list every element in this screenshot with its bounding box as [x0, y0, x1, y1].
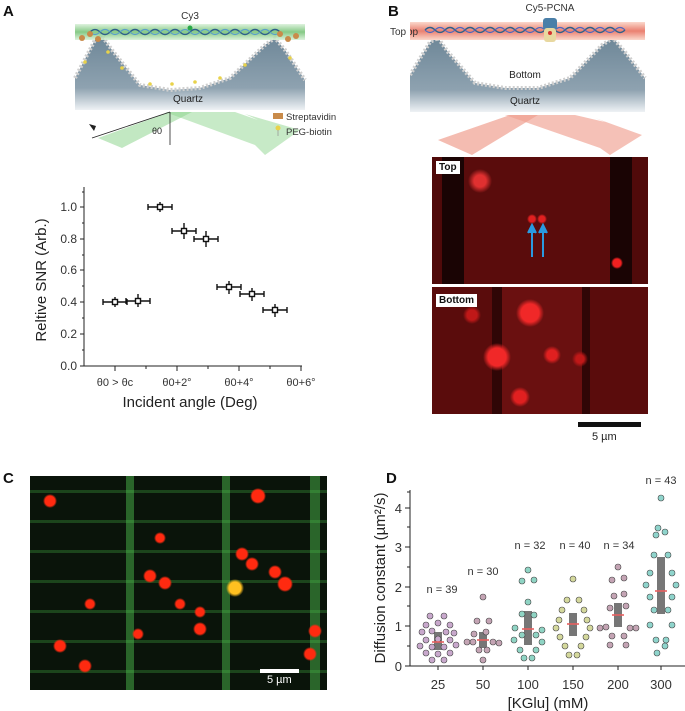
- theta-label: θ0: [152, 126, 162, 136]
- bottom-label: Bottom: [509, 70, 541, 81]
- svg-text:4: 4: [395, 501, 402, 516]
- reflected-beam: [165, 112, 300, 155]
- svg-text:1.0: 1.0: [60, 200, 77, 214]
- top-image-label: Top: [436, 161, 460, 174]
- dna-curtain-image: 5 µm: [30, 476, 327, 690]
- panel-label-d: D: [386, 470, 397, 487]
- svg-text:1: 1: [395, 619, 402, 634]
- top-image: Top: [432, 157, 648, 284]
- point-5: [193, 231, 219, 247]
- point-4: [171, 223, 197, 239]
- bottom-image: Bottom: [432, 287, 648, 414]
- svg-text:θ0+4°: θ0+4°: [224, 377, 253, 389]
- svg-text:0.6: 0.6: [60, 263, 77, 277]
- panel-label-c: C: [3, 470, 14, 487]
- svg-text:0: 0: [395, 659, 402, 674]
- swarm-25: [416, 612, 460, 664]
- point-2: [125, 294, 151, 307]
- point-8: [262, 304, 288, 317]
- svg-text:2: 2: [395, 580, 402, 595]
- cy5-pcna-label: Cy5-PCNA: [526, 3, 575, 14]
- svg-text:0.8: 0.8: [60, 232, 77, 246]
- panel-label-b: B: [388, 3, 399, 20]
- quartz-label-b: Quartz: [510, 96, 540, 107]
- swarm-100: [510, 566, 546, 662]
- scalebar-c: [260, 669, 299, 673]
- legend-streptavidin: Streptavidin: [273, 112, 336, 123]
- scalebar-c-label: 5 µm: [267, 674, 292, 686]
- point-7: [239, 288, 265, 301]
- svg-text:n = 34: n = 34: [604, 540, 635, 552]
- quartz-substrate-b: [410, 38, 645, 112]
- svg-text:0.0: 0.0: [60, 359, 77, 373]
- median-lines: [432, 590, 667, 643]
- scalebar-b-label: 5 µm: [592, 431, 617, 443]
- y-axis-label: Reltive SNR (Arb.): [33, 218, 50, 341]
- dna-strand: [89, 28, 281, 36]
- diffusion-chart: 0 1 2 3 4 Diffusion constant (µm²/s) 25 …: [372, 475, 685, 711]
- arrow-icons: [527, 222, 548, 257]
- incident-beam-b: [438, 115, 538, 155]
- swarm-200: [596, 563, 640, 649]
- d-x-axis-label: [KGlu] (mM): [508, 695, 589, 711]
- point-1: [102, 297, 128, 307]
- d-y-tick-labels: 0 1 2 3 4: [395, 501, 402, 674]
- cy3-label: Cy3: [181, 11, 199, 22]
- panel-label-a: A: [3, 3, 14, 20]
- svg-text:100: 100: [517, 677, 539, 692]
- svg-text:25: 25: [431, 677, 445, 692]
- swarm-150: [552, 575, 594, 659]
- pcna-ring: [543, 18, 557, 30]
- svg-text:n = 30: n = 30: [468, 566, 499, 578]
- swarm-50: [463, 593, 503, 664]
- point-6: [216, 281, 242, 294]
- quartz-label-a: Quartz: [173, 94, 203, 105]
- cy3-dye: [187, 25, 193, 31]
- svg-text:3: 3: [395, 540, 402, 555]
- panel-a-diagram: Cy3 Quartz θ0 Streptavidin PEG-biotin: [73, 11, 336, 155]
- svg-text:n = 39: n = 39: [427, 584, 458, 596]
- peg-biotin-icon: [275, 125, 281, 131]
- swarm-300: [642, 494, 680, 657]
- svg-text:θ0+6°: θ0+6°: [286, 377, 315, 389]
- top-label-outer: Top: [390, 27, 407, 38]
- point-3: [147, 202, 173, 212]
- panel-b-diagram: Cy5-PCNA Top Bottom Quartz: [410, 3, 647, 155]
- d-x-tick-labels: 25 50 100 150 200 300: [431, 677, 672, 692]
- swarm-points: [416, 494, 680, 664]
- d-y-axis-label: Diffusion constant (µm²/s): [372, 493, 389, 664]
- bottom-image-label: Bottom: [436, 294, 477, 307]
- svg-text:n = 32: n = 32: [515, 540, 546, 552]
- svg-text:PEG-biotin: PEG-biotin: [286, 127, 332, 138]
- svg-text:50: 50: [476, 677, 490, 692]
- svg-text:θ0+2°: θ0+2°: [162, 377, 191, 389]
- incident-beam: [98, 112, 192, 148]
- svg-text:200: 200: [607, 677, 629, 692]
- top-illumination-band: [410, 22, 645, 40]
- y-tick-labels: 0.0 0.2 0.4 0.6 0.8 1.0: [60, 200, 77, 373]
- svg-text:0.4: 0.4: [60, 295, 77, 309]
- svg-text:θ0 > θc: θ0 > θc: [97, 377, 134, 389]
- top-label: Top: [410, 27, 419, 38]
- n-labels: n = 39 n = 30 n = 32 n = 40 n = 34 n = 4…: [427, 475, 677, 596]
- x-tick-labels: θ0 > θc θ0+2° θ0+4° θ0+6°: [97, 377, 316, 389]
- quartz-substrate: [75, 36, 305, 110]
- svg-text:0.2: 0.2: [60, 327, 77, 341]
- svg-text:n = 43: n = 43: [646, 475, 677, 487]
- x-axis-label: Incident angle (Deg): [122, 394, 257, 411]
- legend-peg-biotin: PEG-biotin: [275, 125, 332, 138]
- streptavidin-icon: [273, 113, 283, 119]
- snr-chart: 0.0 0.2 0.4 0.6 0.8 1.0 θ0 > θc θ0+2° θ0…: [33, 187, 316, 411]
- svg-text:300: 300: [650, 677, 672, 692]
- scalebar-b: [578, 422, 641, 427]
- reflected-beam-b: [505, 115, 642, 155]
- data-points: [102, 202, 288, 317]
- svg-text:n = 40: n = 40: [560, 540, 591, 552]
- svg-text:150: 150: [562, 677, 584, 692]
- svg-text:Streptavidin: Streptavidin: [286, 112, 336, 123]
